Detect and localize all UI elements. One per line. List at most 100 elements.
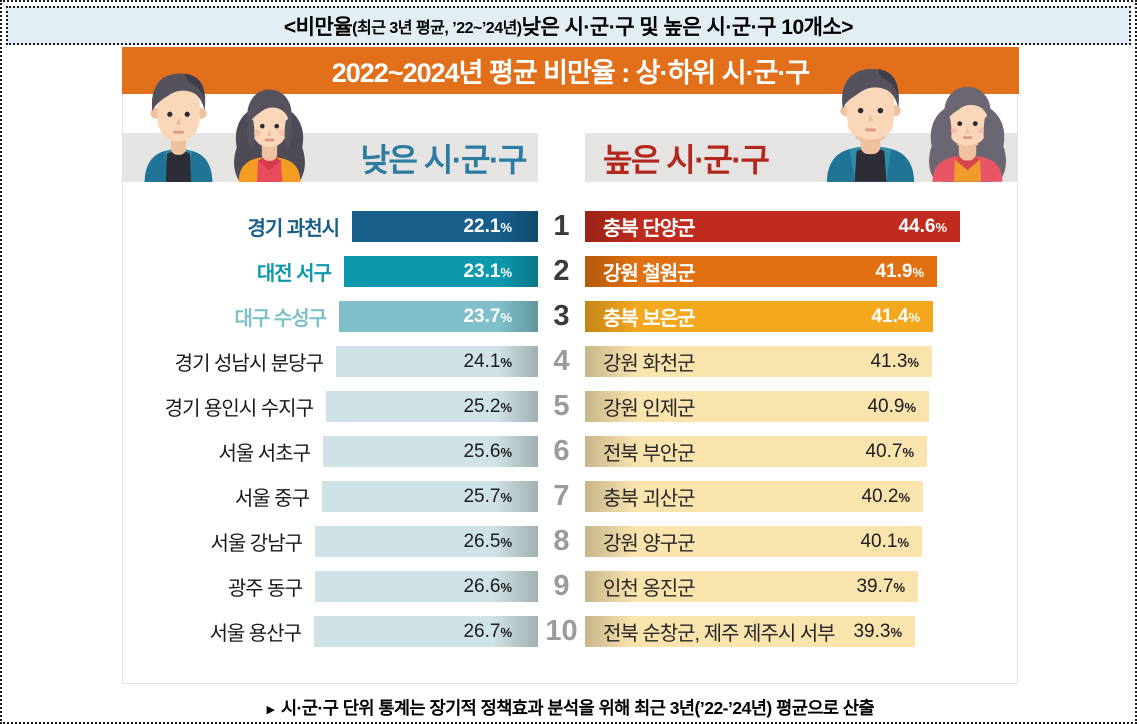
low-bar: 23.1% (344, 256, 538, 287)
low-value: 23.7% (463, 305, 512, 327)
page-title-paren: (최근 3년 평균, ’22~’24년) (352, 19, 522, 37)
low-value: 26.5% (463, 530, 512, 552)
low-region-label: 대전 서구 (256, 263, 332, 285)
rank-number: 6 (553, 435, 570, 467)
high-bar: 충북 단양군 44.6% (585, 211, 960, 242)
low-row: 경기 성남시 분당구 24.1% (123, 346, 538, 377)
high-value: 39.7% (856, 575, 905, 597)
low-bar: 25.2% (326, 391, 538, 422)
high-bar: 강원 화천군 41.3% (585, 346, 932, 377)
low-row: 대구 수성구 23.7% (123, 301, 538, 332)
low-region-label: 서울 강남구 (210, 533, 303, 555)
low-column-title: 낮은 시·군·구 (360, 141, 528, 178)
high-column-title: 높은 시·군·구 (603, 141, 770, 178)
low-row: 서울 중구 25.7% (123, 481, 538, 512)
footnote: ▸ 시·군·구 단위 통계는 장기적 정책효과 분석을 위해 최근 3년(’22-… (2, 695, 1135, 720)
low-bar: 22.1% (352, 211, 538, 242)
page-title-prefix: <비만율 (283, 15, 353, 39)
high-region-label: 전북 부안군 (603, 443, 696, 465)
high-region-label: 강원 철원군 (603, 263, 696, 285)
low-row: 서울 용산구 26.7% (123, 616, 538, 647)
low-bar: 26.5% (315, 526, 538, 557)
rank-number: 1 (553, 210, 570, 242)
low-bar: 23.7% (339, 301, 538, 332)
rank-number: 9 (553, 570, 570, 602)
low-region-label: 광주 동구 (227, 578, 303, 600)
page-title: <비만율 (최근 3년 평균, ’22~’24년) 낮은 시·군·구 및 높은 시… (6, 6, 1131, 45)
footnote-bullet-icon: ▸ (266, 701, 275, 718)
low-bar: 25.6% (323, 436, 538, 467)
high-value: 40.2% (861, 485, 910, 507)
chart-row: 경기 과천시 22.1% 1 충북 단양군 44.6% (123, 211, 1017, 242)
header-banner-text: 2022~2024년 평균 비만율 : 상·하위 시·군·구 (331, 58, 810, 88)
high-value: 40.1% (860, 530, 909, 552)
rank-number: 3 (553, 300, 570, 332)
chart-row: 서울 서초구 25.6% 6 전북 부안군 40.7% (123, 436, 1017, 467)
low-value: 26.6% (463, 575, 512, 597)
high-value: 39.3% (853, 620, 902, 642)
slim-man-avatar-icon (144, 73, 213, 182)
low-region-label: 대구 수성구 (234, 308, 327, 330)
low-value: 25.2% (463, 395, 512, 417)
high-bar: 강원 철원군 41.9% (585, 256, 937, 287)
low-bar: 26.6% (315, 571, 538, 602)
high-bar: 충북 보은군 41.4% (585, 301, 933, 332)
chart-row: 대전 서구 23.1% 2 강원 철원군 41.9% (123, 256, 1017, 287)
high-value: 44.6% (898, 215, 947, 237)
high-region-label: 강원 인제군 (603, 398, 696, 420)
low-value: 25.7% (463, 485, 512, 507)
high-value: 41.3% (870, 350, 919, 372)
page-title-suffix: 낮은 시·군·구 및 높은 시·군·구 10개소> (521, 15, 854, 39)
chart-row: 경기 용인시 수지구 25.2% 5 강원 인제군 40.9% (123, 391, 1017, 422)
low-value: 25.6% (463, 440, 512, 462)
low-row: 광주 동구 26.6% (123, 571, 538, 602)
slim-woman-avatar-icon (234, 89, 305, 182)
rank-number: 7 (553, 480, 570, 512)
low-row: 서울 서초구 25.6% (123, 436, 538, 467)
rank-number: 8 (553, 525, 570, 557)
high-region-label: 강원 화천군 (603, 353, 696, 375)
obese-woman-avatar-icon (929, 86, 1006, 182)
rank-number: 5 (553, 390, 570, 422)
high-region-label: 전북 순창군, 제주 제주시 서부 (603, 623, 836, 645)
chart-panel: 2022~2024년 평균 비만율 : 상·하위 시·군·구 낮은 시·군·구 … (122, 47, 1019, 684)
high-value: 40.9% (867, 395, 916, 417)
high-bar: 전북 순창군, 제주 제주시 서부 39.3% (585, 616, 915, 647)
chart-row: 서울 강남구 26.5% 8 강원 양구군 40.1% (123, 526, 1017, 557)
chart-row: 서울 중구 25.7% 7 충북 괴산군 40.2% (123, 481, 1017, 512)
footnote-text: 시·군·구 단위 통계는 장기적 정책효과 분석을 위해 최근 3년(’22-’… (280, 698, 875, 718)
chart-row: 서울 용산구 26.7% 10 전북 순창군, 제주 제주시 서부 39.3% (123, 616, 1017, 647)
low-region-label: 서울 중구 (234, 488, 310, 510)
rank-number: 4 (553, 345, 570, 377)
low-bar: 25.7% (322, 481, 538, 512)
low-row: 서울 강남구 26.5% (123, 526, 538, 557)
high-region-label: 인천 옹진군 (603, 578, 696, 600)
low-region-label: 서울 서초구 (218, 443, 311, 465)
high-region-label: 충북 보은군 (603, 308, 696, 330)
low-value: 22.1% (463, 215, 512, 237)
low-row: 경기 용인시 수지구 25.2% (123, 391, 538, 422)
low-value: 26.7% (463, 620, 512, 642)
low-region-label: 경기 과천시 (247, 218, 340, 240)
chart-row: 경기 성남시 분당구 24.1% 4 강원 화천군 41.3% (123, 346, 1017, 377)
high-bar: 인천 옹진군 39.7% (585, 571, 918, 602)
high-bar: 강원 양구군 40.1% (585, 526, 922, 557)
high-value: 41.9% (875, 260, 924, 282)
high-region-label: 충북 괴산군 (603, 488, 696, 510)
rank-number: 10 (545, 615, 578, 647)
high-region-label: 강원 양구군 (603, 533, 696, 555)
low-bar: 24.1% (336, 346, 538, 377)
high-value: 41.4% (871, 305, 920, 327)
low-value: 23.1% (463, 260, 512, 282)
low-region-label: 서울 용산구 (209, 623, 302, 645)
low-region-label: 경기 용인시 수지구 (164, 398, 314, 420)
high-bar: 충북 괴산군 40.2% (585, 481, 923, 512)
chart-row: 대구 수성구 23.7% 3 충북 보은군 41.4% (123, 301, 1017, 332)
high-value: 40.7% (865, 440, 914, 462)
low-row: 경기 과천시 22.1% (123, 211, 538, 242)
high-bar: 강원 인제군 40.9% (585, 391, 929, 422)
low-value: 24.1% (463, 350, 512, 372)
low-row: 대전 서구 23.1% (123, 256, 538, 287)
high-bar: 전북 부안군 40.7% (585, 436, 927, 467)
